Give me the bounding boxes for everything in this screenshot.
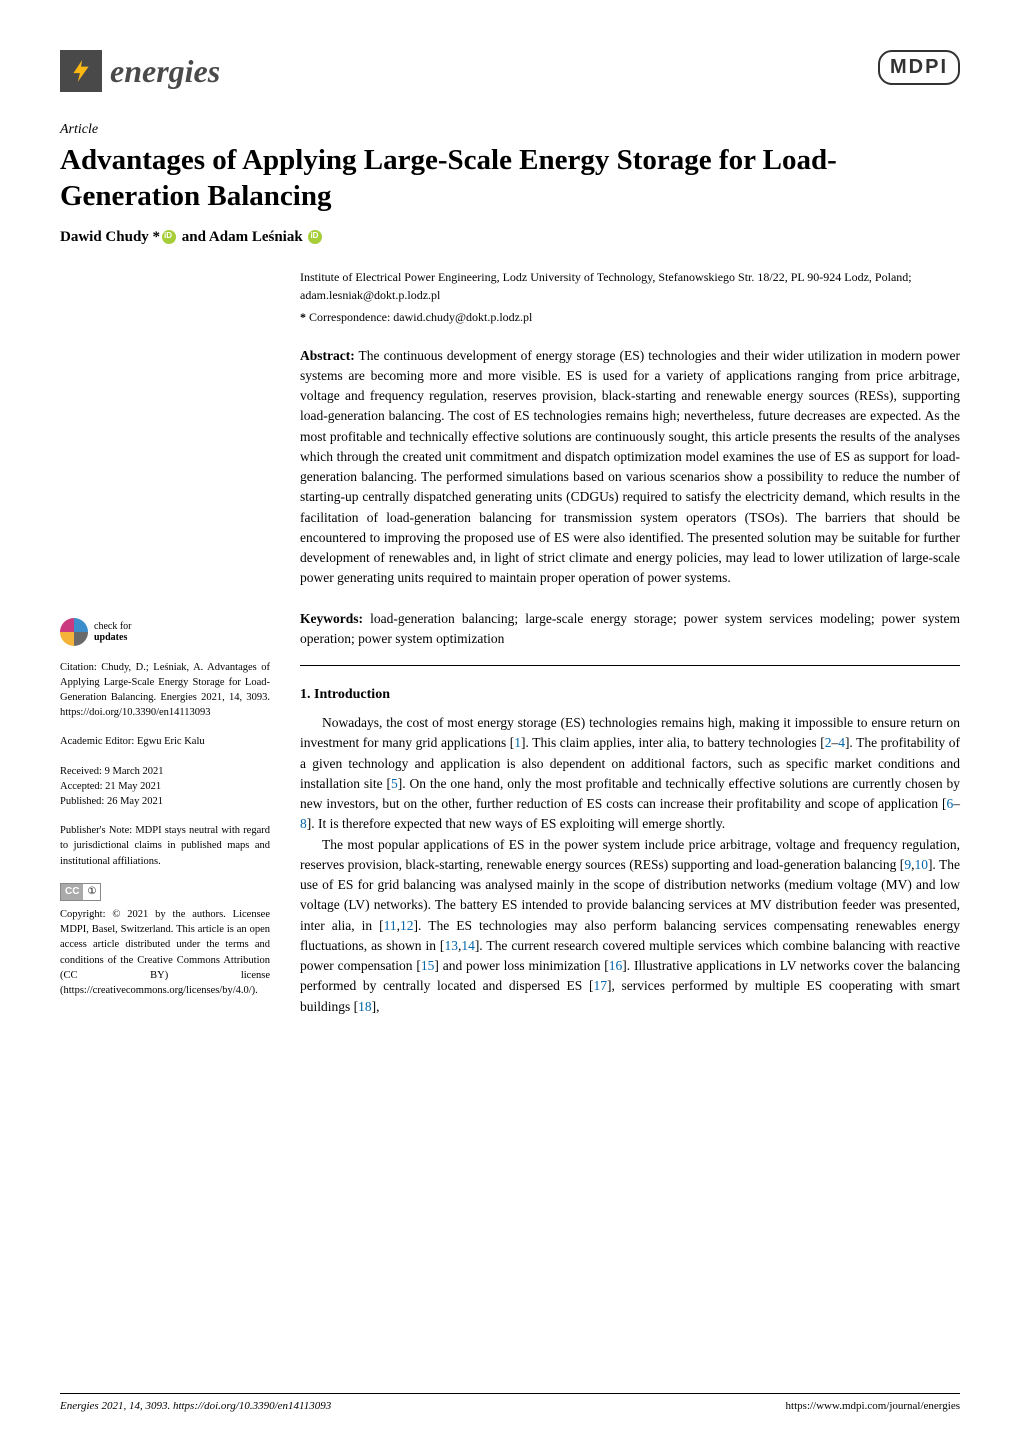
ref-link[interactable]: 17	[593, 978, 607, 993]
ref-link[interactable]: 5	[391, 776, 398, 791]
ref-link[interactable]: 18	[358, 999, 372, 1014]
author-connector: and Adam Leśniak	[178, 229, 306, 245]
correspondence: * Correspondence: dawid.chudy@dokt.p.lod…	[300, 308, 960, 326]
authors: Dawid Chudy * and Adam Leśniak	[60, 229, 960, 246]
footer-journal-url[interactable]: https://www.mdpi.com/journal/energies	[786, 1400, 960, 1412]
paragraph-2: The most popular applications of ES in t…	[300, 835, 960, 1017]
ref-link[interactable]: 14	[461, 938, 475, 953]
crossmark-icon	[60, 618, 88, 646]
ref-link[interactable]: 4	[838, 735, 845, 750]
section-heading: 1. Introduction	[300, 684, 960, 705]
sidebar: check for updates Citation: Chudy, D.; L…	[60, 268, 270, 1017]
ref-link[interactable]: 15	[421, 958, 435, 973]
keywords: Keywords: load-generation balancing; lar…	[300, 609, 960, 667]
keywords-text: load-generation balancing; large-scale e…	[300, 611, 960, 646]
published-date: Published: 26 May 2021	[60, 794, 270, 809]
ref-link[interactable]: 13	[444, 938, 458, 953]
ref-link[interactable]: 10	[914, 857, 928, 872]
article-type: Article	[60, 122, 960, 138]
header-row: energies MDPI	[60, 50, 960, 92]
check-for-updates[interactable]: check for updates	[60, 618, 270, 646]
cc-by-badge-icon[interactable]: CC①	[60, 883, 101, 901]
author-1: Dawid Chudy *	[60, 229, 160, 245]
abstract-label: Abstract:	[300, 348, 355, 363]
journal-logo: energies	[60, 50, 220, 92]
copyright-block: Copyright: © 2021 by the authors. Licens…	[60, 907, 270, 998]
ref-link[interactable]: 11	[384, 918, 397, 933]
affiliation: Institute of Electrical Power Engineerin…	[300, 268, 960, 304]
dates-block: Received: 9 March 2021 Accepted: 21 May …	[60, 764, 270, 810]
ref-link[interactable]: 8	[300, 816, 307, 831]
abstract: Abstract: The continuous development of …	[300, 346, 960, 589]
editor-block: Academic Editor: Egwu Eric Kalu	[60, 734, 270, 749]
accepted-date: Accepted: 21 May 2021	[60, 779, 270, 794]
citation-block: Citation: Chudy, D.; Leśniak, A. Advanta…	[60, 660, 270, 721]
paragraph-1: Nowadays, the cost of most energy storag…	[300, 713, 960, 835]
main-column: Institute of Electrical Power Engineerin…	[300, 268, 960, 1017]
journal-name: energies	[110, 53, 220, 90]
mdpi-logo: MDPI	[878, 50, 960, 85]
check-updates-text: check for updates	[94, 621, 131, 643]
orcid-icon[interactable]	[308, 230, 322, 244]
energies-bolt-icon	[60, 50, 102, 92]
ref-link[interactable]: 16	[609, 958, 623, 973]
orcid-icon[interactable]	[162, 230, 176, 244]
abstract-text: The continuous development of energy sto…	[300, 348, 960, 586]
footer-citation: Energies 2021, 14, 3093. https://doi.org…	[60, 1400, 331, 1412]
article-title: Advantages of Applying Large-Scale Energ…	[60, 142, 960, 215]
ref-link[interactable]: 12	[400, 918, 414, 933]
publishers-note: Publisher's Note: MDPI stays neutral wit…	[60, 823, 270, 869]
received-date: Received: 9 March 2021	[60, 764, 270, 779]
footer: Energies 2021, 14, 3093. https://doi.org…	[60, 1393, 960, 1412]
keywords-label: Keywords:	[300, 611, 363, 626]
